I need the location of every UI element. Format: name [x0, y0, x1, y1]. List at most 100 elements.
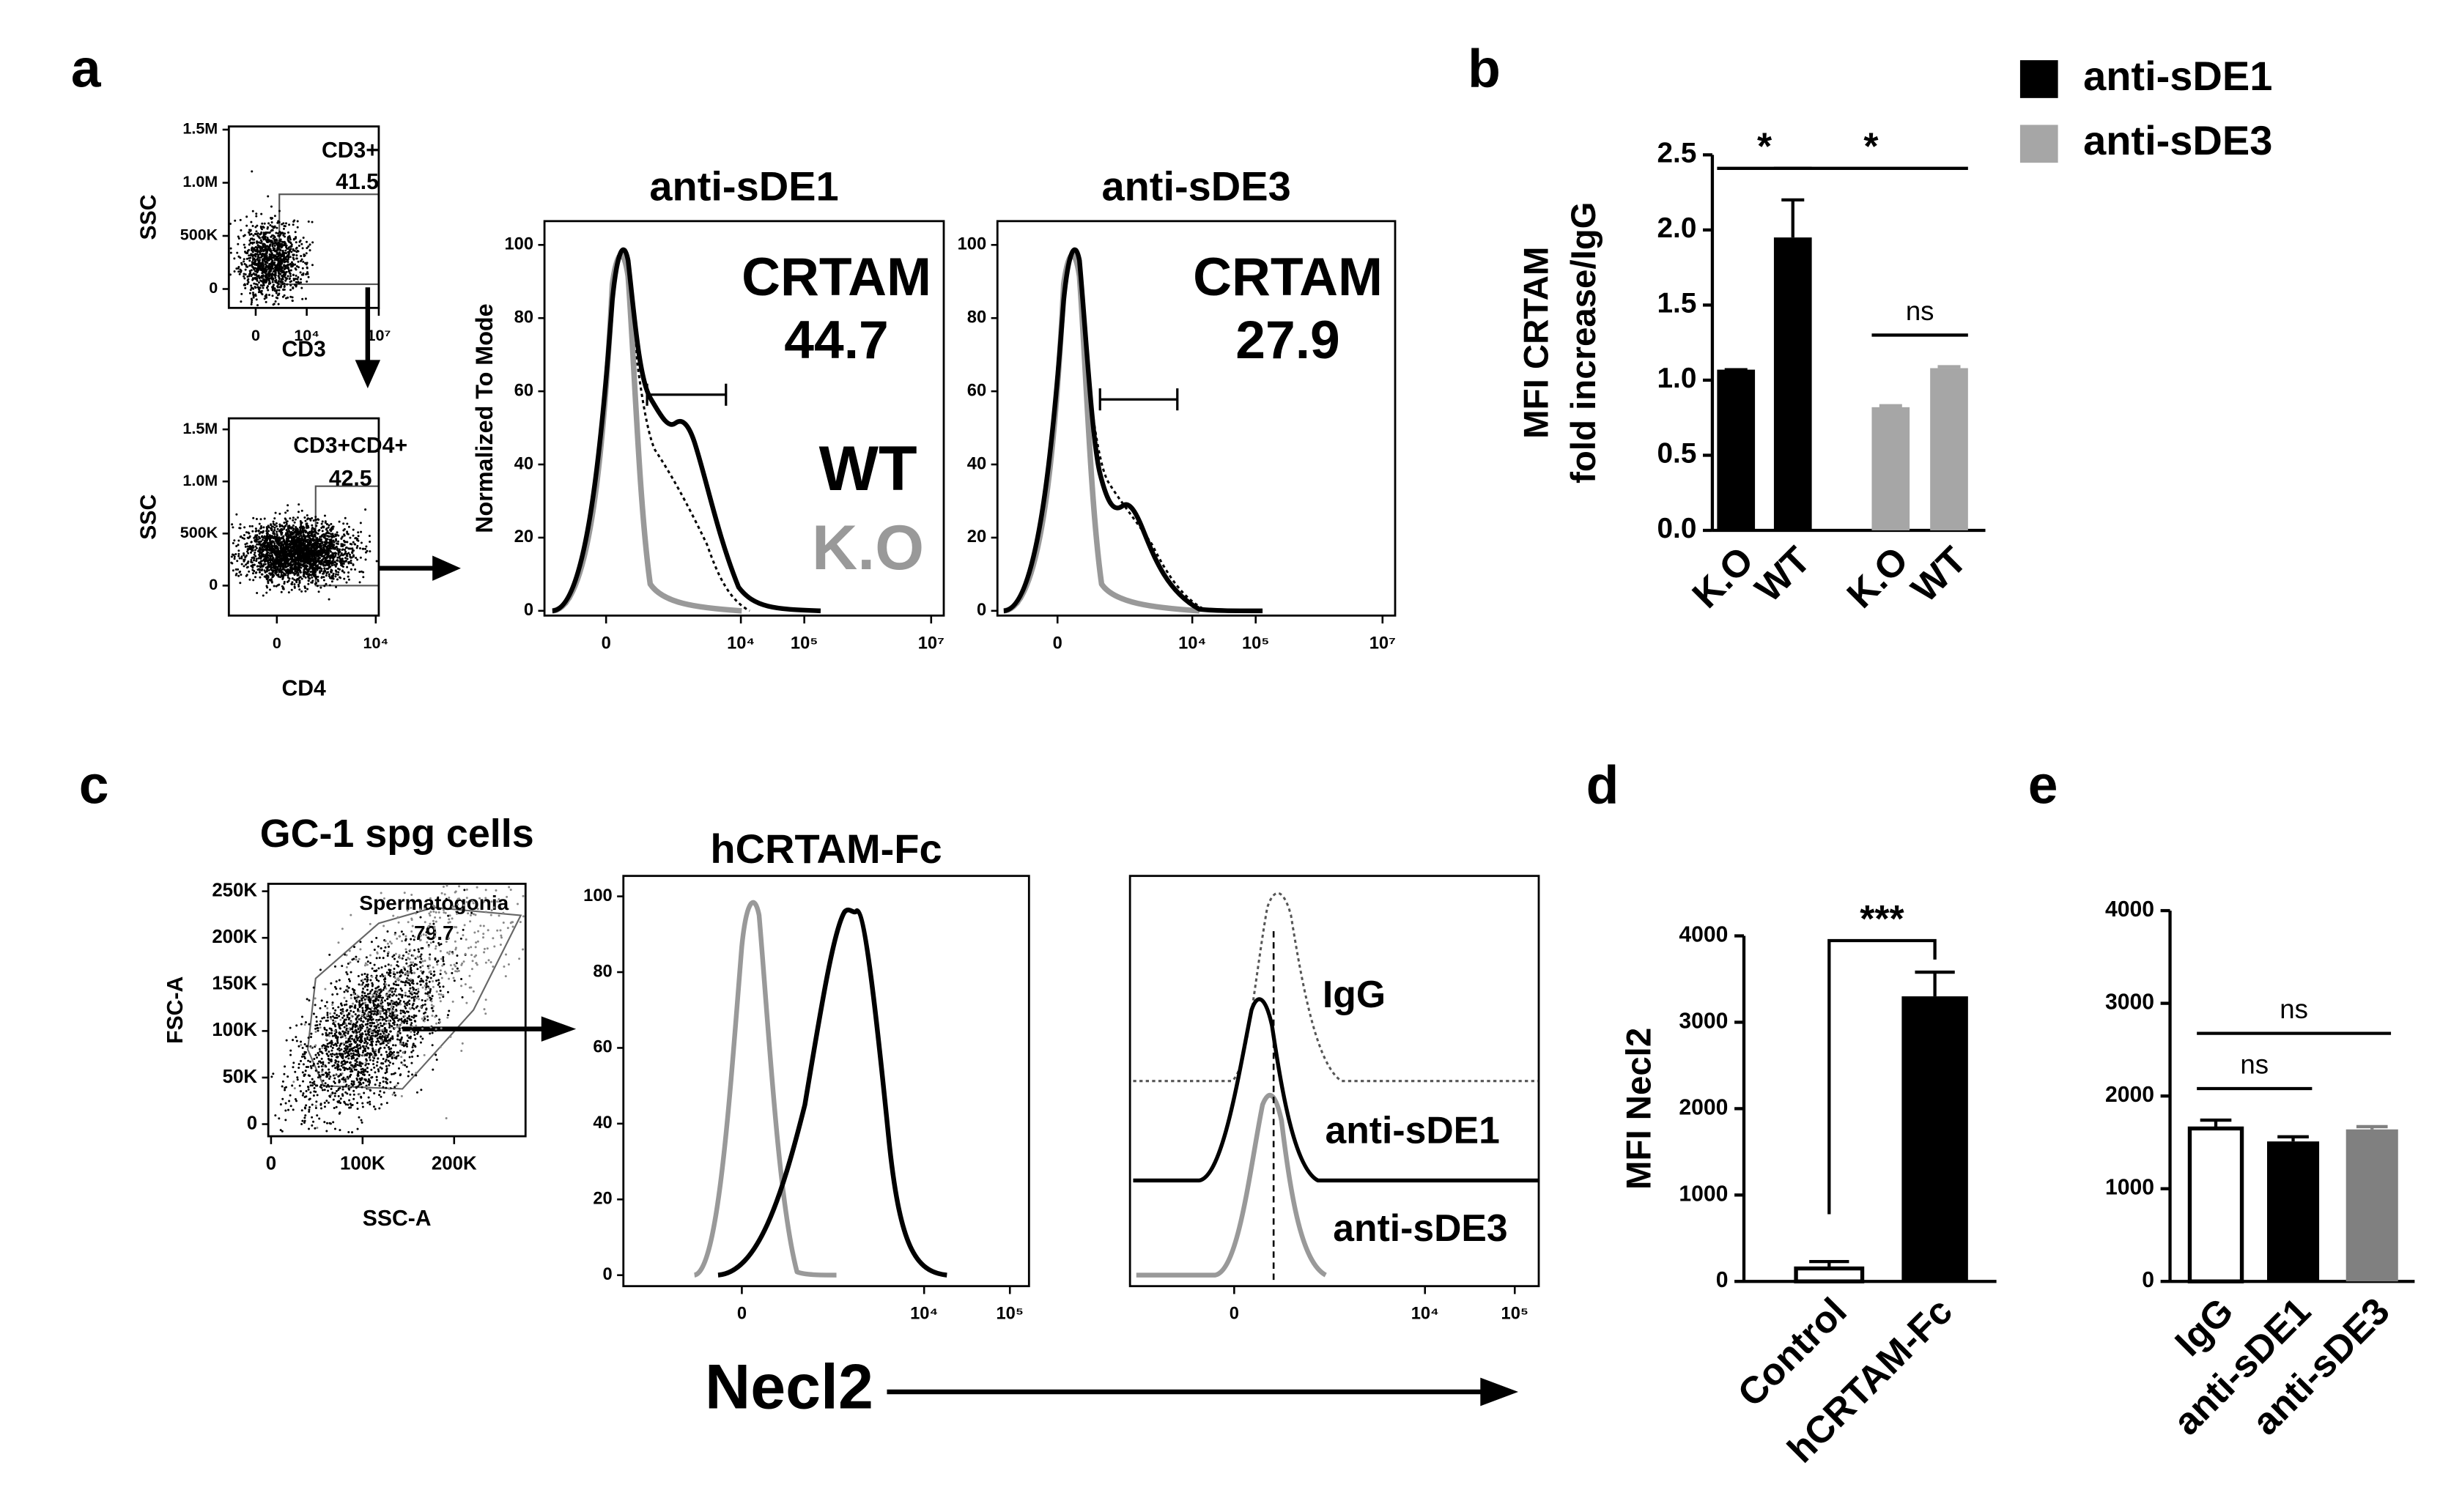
event-dot [254, 232, 256, 235]
event-dot [294, 518, 297, 521]
event-dot [306, 555, 308, 557]
event-dot [275, 296, 278, 299]
event-dot [313, 527, 316, 530]
event-dot [377, 979, 380, 982]
event-dot [279, 262, 282, 264]
event-dot [296, 574, 299, 577]
event-dot [257, 557, 260, 560]
y-tick-label: 500K [180, 226, 218, 244]
event-dot [276, 226, 278, 229]
event-dot [280, 281, 283, 284]
event-dot [389, 971, 392, 974]
event-dot [301, 247, 304, 250]
event-dot [259, 242, 262, 245]
event-dot [391, 1025, 393, 1028]
event-dot [353, 543, 356, 546]
event-dot [240, 229, 243, 231]
event-dot [333, 1092, 336, 1094]
event-dot [325, 535, 328, 538]
curve-label: anti-sDE1 [1325, 1108, 1499, 1151]
event-dot [283, 294, 286, 297]
event-dot [328, 541, 330, 544]
event-dot [262, 262, 265, 265]
event-dot [325, 1122, 328, 1124]
event-dot [373, 1066, 376, 1069]
event-dot [328, 532, 330, 535]
event-dot [243, 554, 245, 557]
event-dot [252, 287, 255, 290]
event-dot [258, 241, 261, 244]
event-dot [402, 981, 404, 984]
event-dot [315, 525, 318, 527]
event-dot [399, 1031, 402, 1034]
event-dot [287, 253, 290, 256]
event-dot [306, 1085, 309, 1088]
event-dot [289, 1026, 292, 1029]
event-dot [267, 285, 270, 288]
event-dot [295, 567, 297, 570]
event-dot [303, 516, 306, 519]
event-dot [245, 265, 248, 268]
event-dot [375, 1064, 378, 1067]
event-dot [328, 574, 330, 577]
event-dot [284, 544, 287, 547]
event-dot [295, 572, 297, 575]
event-dot [267, 545, 270, 548]
event-dot [314, 549, 317, 552]
event-dot [420, 953, 423, 956]
event-dot [229, 251, 232, 254]
event-dot [300, 559, 303, 562]
event-dot [397, 984, 400, 987]
event-dot [369, 992, 371, 995]
event-dot [356, 1108, 359, 1111]
event-dot [256, 568, 259, 571]
event-dot [297, 585, 300, 588]
event-dot [297, 276, 300, 279]
event-dot [237, 237, 240, 240]
event-dot [270, 261, 273, 264]
event-dot [306, 527, 308, 530]
event-dot [265, 252, 268, 255]
event-dot [259, 284, 262, 287]
event-dot [273, 303, 276, 305]
event-dot [263, 281, 266, 284]
event-dot [396, 964, 399, 967]
event-dot [273, 234, 276, 237]
event-dot [293, 578, 296, 581]
event-dot [281, 1097, 284, 1100]
event-dot [308, 544, 311, 546]
event-dot [393, 1086, 396, 1089]
event-dot [317, 518, 319, 521]
event-dot [328, 562, 331, 565]
event-dot [337, 1006, 340, 1009]
event-dot [324, 557, 327, 560]
event-dot [265, 585, 268, 588]
event-dot [339, 577, 342, 579]
event-dot [251, 242, 254, 245]
event-dot [279, 530, 282, 533]
event-dot [261, 222, 264, 225]
event-dot [426, 1019, 429, 1022]
event-dot [255, 264, 258, 267]
event-dot [265, 570, 268, 573]
events [229, 170, 314, 307]
event-dot [373, 1029, 376, 1031]
event-dot [326, 538, 329, 541]
event-dot [413, 1027, 415, 1030]
event-dot [317, 1027, 319, 1030]
event-dot [405, 1004, 408, 1007]
event-dot [239, 523, 242, 526]
event-dot [281, 548, 284, 551]
event-dot [406, 1040, 409, 1042]
event-dot [298, 240, 301, 243]
event-dot [262, 234, 265, 237]
event-dot [355, 556, 358, 559]
y-tick-label: 1.5M [182, 120, 218, 138]
event-dot [286, 247, 289, 250]
event-dot [429, 976, 432, 979]
event-dot [308, 243, 311, 246]
event-dot [278, 289, 281, 292]
event-dot [290, 566, 293, 569]
event-dot [418, 960, 421, 963]
event-dot [311, 1064, 314, 1067]
